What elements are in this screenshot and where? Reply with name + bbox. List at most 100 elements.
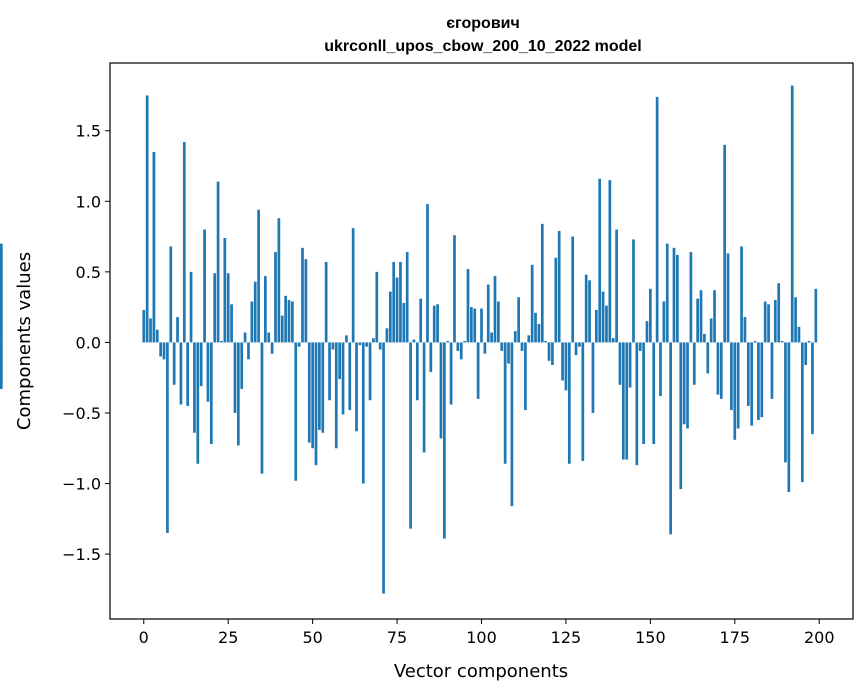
bar [561, 342, 564, 381]
y-tick-label: −1.0 [62, 475, 101, 494]
bar [260, 342, 264, 474]
bar [193, 342, 196, 433]
bar [277, 218, 281, 343]
bar [692, 342, 696, 385]
bar [706, 342, 710, 374]
bar [385, 328, 389, 343]
bar [551, 342, 554, 365]
bar [794, 297, 797, 343]
bar [645, 321, 649, 343]
y-tick-label: 1.0 [76, 192, 101, 211]
bar [294, 342, 298, 481]
bar [162, 342, 166, 360]
x-tick-label: 0 [139, 628, 149, 647]
bar [686, 342, 689, 429]
bar [767, 304, 770, 343]
bar [392, 261, 396, 343]
bar [632, 239, 635, 343]
bar [625, 342, 629, 460]
bar [618, 342, 622, 385]
bar [0, 342, 3, 389]
bar [402, 302, 406, 343]
bar [574, 342, 578, 356]
bar [196, 342, 200, 464]
bar [480, 308, 483, 343]
bar [247, 342, 250, 360]
bar [638, 342, 642, 351]
bar [682, 342, 686, 425]
bar [608, 180, 612, 343]
bar [297, 342, 301, 347]
bar [689, 252, 693, 343]
bar [635, 342, 639, 466]
bar [182, 142, 186, 343]
y-axis-label: Components values [14, 252, 35, 430]
bar [443, 342, 446, 539]
bar [723, 144, 727, 343]
bar [422, 342, 426, 453]
bar [284, 295, 287, 343]
bar [149, 318, 152, 343]
bar [621, 342, 625, 460]
bar [155, 329, 159, 343]
y-tick-label: −1.5 [62, 545, 101, 564]
bar [483, 342, 487, 354]
bar [388, 291, 392, 343]
bar [540, 223, 544, 343]
bar [743, 317, 747, 343]
bar [534, 312, 537, 343]
bar [665, 243, 669, 343]
bar [490, 332, 493, 343]
chart-subtitle: ukrconll_upos_cbow_200_10_2022 model [324, 38, 641, 55]
y-tick-label: 0.0 [76, 333, 101, 352]
bar [520, 342, 524, 351]
bar [179, 342, 183, 405]
bar [703, 333, 706, 343]
bar [814, 288, 818, 343]
bar [375, 271, 379, 343]
bar [361, 342, 365, 484]
bar [476, 342, 480, 399]
bar [615, 229, 618, 343]
x-tick-label: 25 [218, 628, 238, 647]
bar [287, 300, 291, 343]
bar [324, 261, 328, 343]
bar [537, 324, 541, 343]
bar [676, 254, 679, 343]
bar [341, 342, 345, 415]
bar [209, 342, 213, 445]
bar [578, 342, 581, 347]
bar [770, 342, 774, 399]
x-tick-label: 75 [387, 628, 407, 647]
bar [176, 317, 179, 343]
bar [470, 307, 473, 343]
bar [527, 335, 531, 343]
bar [584, 274, 588, 343]
bar [0, 243, 3, 343]
bar [517, 297, 520, 343]
bar [790, 85, 794, 343]
bar [652, 342, 656, 445]
bar [530, 264, 534, 343]
bar [503, 342, 507, 464]
bar [311, 342, 314, 449]
bar [368, 342, 372, 401]
bar [473, 308, 477, 343]
bar [716, 342, 720, 395]
bars-group [0, 85, 818, 594]
x-tick-label: 100 [466, 628, 497, 647]
chart-title: єгорович [446, 15, 520, 32]
bar [270, 342, 274, 354]
bar [372, 338, 375, 343]
x-tick-label: 175 [720, 628, 751, 647]
bar [307, 342, 311, 443]
bar [554, 257, 558, 343]
bar [409, 342, 412, 529]
bar [513, 331, 517, 343]
bar [628, 342, 632, 388]
x-tick-label: 200 [804, 628, 835, 647]
bar [713, 290, 716, 343]
bar [233, 342, 237, 413]
bar [740, 246, 743, 343]
bar [709, 318, 713, 343]
